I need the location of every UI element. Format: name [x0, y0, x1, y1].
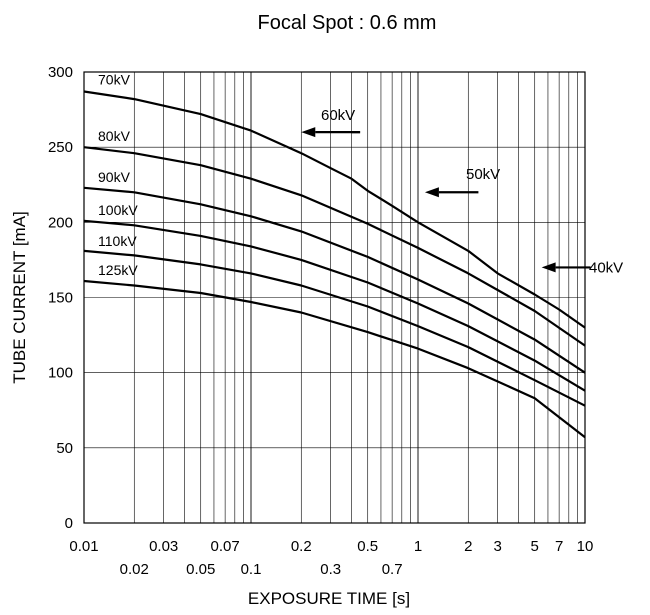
grid: [84, 72, 585, 523]
annotations: 60kV 50kV 40kV: [301, 107, 623, 276]
y-tick-label: 250: [48, 139, 73, 156]
curve-90kv: [83, 186, 586, 374]
x-tick-labels: 0.01 0.03 0.07 0.2 0.5 1 2 3 5 7 10 0.02 0.05 0.1 0.3 0…: [69, 538, 593, 578]
y-tick-label: 150: [48, 290, 73, 307]
series-curves: 70kV 80kV 90kV 100kV 110kV 125kV: [83, 72, 586, 439]
annotation-arrowhead: [541, 262, 556, 273]
x-tick-label: 0.03: [149, 538, 178, 555]
series-label-80kv: 80kV: [98, 128, 131, 144]
y-tick-labels: 0 50 100 150 200 250 300: [48, 64, 73, 532]
chart-title: Focal Spot : 0.6 mm: [258, 12, 437, 34]
y-tick-label: 0: [65, 515, 73, 532]
series-label-100kv: 100kV: [98, 202, 138, 218]
x-tick-label: 0.01: [69, 538, 98, 555]
series-label-125kv: 125kV: [98, 262, 138, 278]
x-tick-label: 7: [555, 538, 563, 555]
curve-100kv: [83, 219, 586, 392]
annotation-label: 50kV: [466, 166, 500, 183]
annotation-arrowhead: [301, 127, 316, 138]
series-label-90kv: 90kV: [98, 169, 131, 185]
x-tick-label: 0.1: [241, 561, 262, 578]
y-tick-label: 200: [48, 214, 73, 231]
series-label-70kv: 70kV: [98, 72, 131, 88]
annotation-label: 40kV: [589, 259, 623, 276]
x-tick-label: 2: [464, 538, 472, 555]
y-tick-label: 50: [56, 440, 73, 457]
y-axis-title: TUBE CURRENT [mA]: [10, 211, 29, 384]
curve-80kv: [83, 146, 586, 347]
series-label-110kv: 110kV: [98, 233, 137, 249]
x-tick-label: 0.05: [186, 561, 215, 578]
curve-110kv: [83, 249, 586, 407]
curve-125kv: [83, 279, 586, 439]
curve-60kv: [350, 177, 469, 252]
annotation-arrowhead: [424, 187, 439, 198]
x-tick-label: 1: [414, 538, 422, 555]
x-tick-label: 3: [494, 538, 502, 555]
x-axis-title: EXPOSURE TIME [s]: [248, 589, 410, 608]
x-tick-label: 0.2: [291, 538, 312, 555]
x-tick-label: 5: [531, 538, 539, 555]
annotation-label: 60kV: [321, 107, 355, 124]
curve-50kv: [467, 250, 586, 329]
y-tick-label: 300: [48, 64, 73, 81]
x-tick-label: 0.5: [357, 538, 378, 555]
x-tick-label: 0.7: [382, 561, 403, 578]
curve-70kv: [83, 90, 352, 180]
y-tick-label: 100: [48, 365, 73, 382]
x-tick-label: 0.02: [120, 561, 149, 578]
plot-frame: [83, 71, 586, 524]
x-tick-label: 0.07: [211, 538, 240, 555]
x-tick-label: 0.3: [320, 561, 341, 578]
x-tick-label: 10: [577, 538, 594, 555]
